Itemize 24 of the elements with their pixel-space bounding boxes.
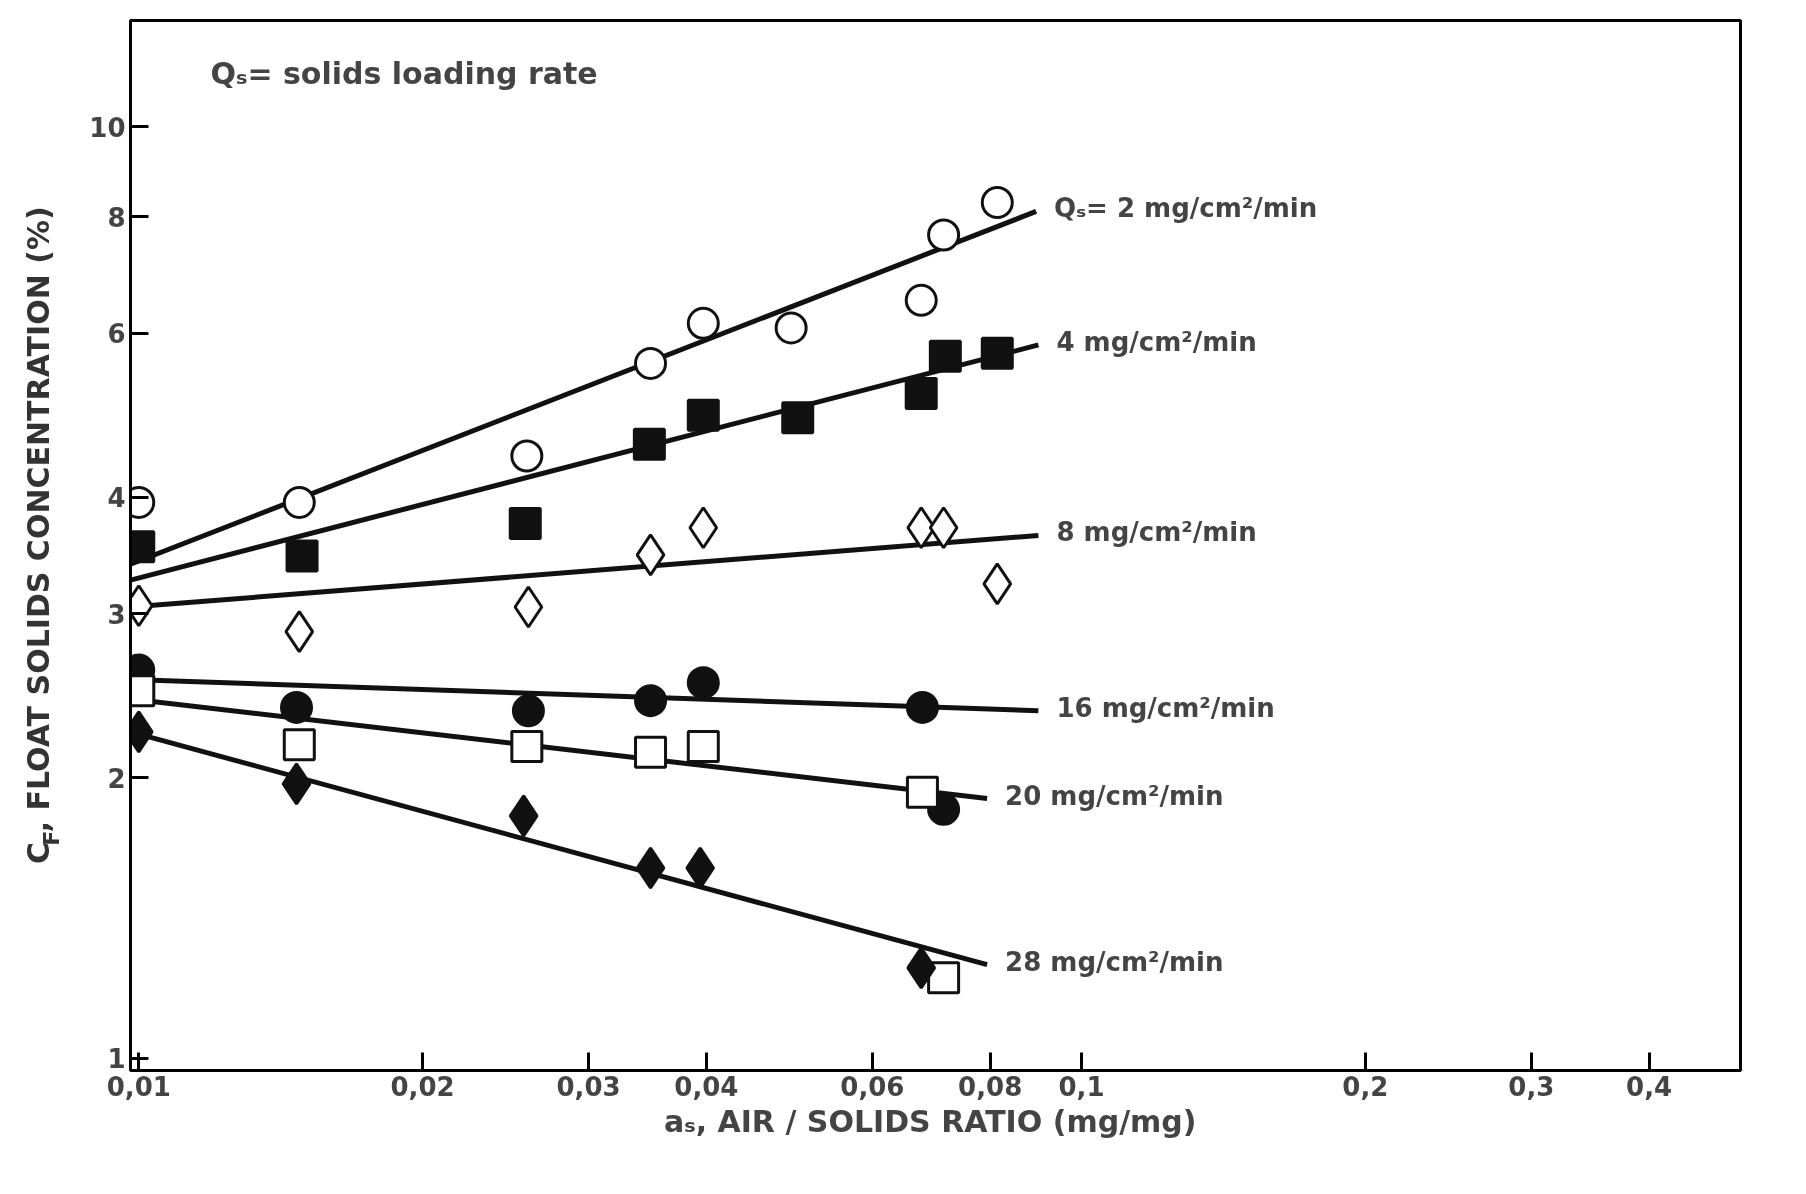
annotation: Qₛ= solids loading rate <box>210 55 598 91</box>
y-tick-label: 8 <box>107 202 126 233</box>
annotation: 8 mg/cm²/min <box>1056 517 1257 548</box>
x-axis-title: aₛ, AIR / SOLIDS RATIO (mg/mg) <box>663 1103 1197 1139</box>
annotation: 20 mg/cm²/min <box>1005 780 1224 811</box>
x-tick-label: 0,3 <box>1508 1071 1555 1102</box>
x-tick-label: 0,06 <box>840 1071 905 1102</box>
x-tick-label: 0,03 <box>556 1071 621 1102</box>
y-tick-label: 6 <box>107 319 126 350</box>
y-axis-title: CF, FLOAT SOLIDS CONCENTRATION (%) <box>20 206 64 865</box>
y-tick-label: 4 <box>107 483 126 514</box>
x-tick-label: 0,2 <box>1342 1071 1389 1102</box>
y-tick-label: 2 <box>107 763 126 794</box>
x-tick-label: 0,1 <box>1058 1071 1105 1102</box>
annotation: 4 mg/cm²/min <box>1056 326 1257 357</box>
x-tick-label: 0,02 <box>390 1071 455 1102</box>
x-tick-label: 0,08 <box>958 1071 1023 1102</box>
x-tick-label: 0,4 <box>1626 1071 1673 1102</box>
annotation: 16 mg/cm²/min <box>1056 692 1275 723</box>
y-tick-label: 10 <box>89 112 126 143</box>
x-tick-label: 0,04 <box>674 1071 739 1102</box>
y-tick-label: 3 <box>107 599 126 630</box>
annotation: 28 mg/cm²/min <box>1005 946 1224 977</box>
annotation: Qₛ= 2 mg/cm²/min <box>1054 193 1318 224</box>
